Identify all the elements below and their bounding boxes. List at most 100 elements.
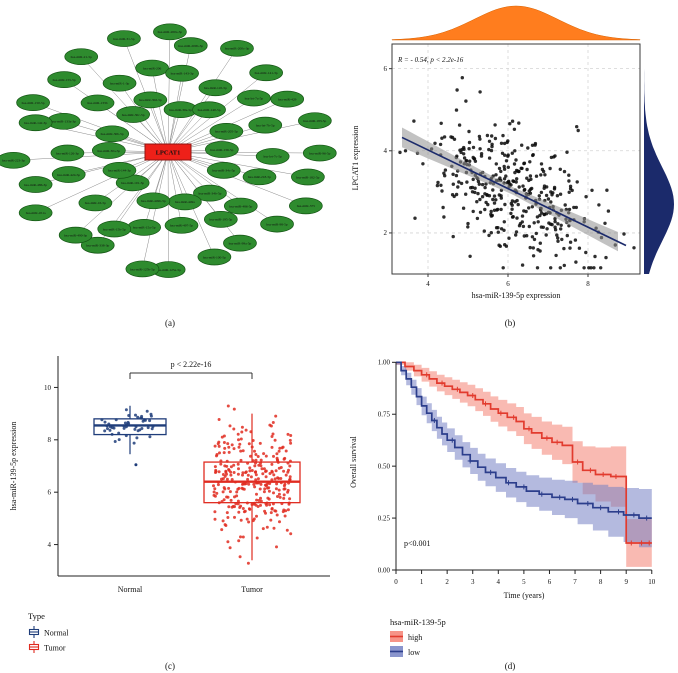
- jitter-point: [275, 452, 279, 456]
- jitter-point: [275, 545, 278, 549]
- jitter-point: [223, 446, 227, 450]
- scatter-point: [442, 171, 446, 175]
- mirna-node: [64, 48, 99, 66]
- mirna-node-label: hsa-miR-126-3p: [56, 151, 79, 155]
- jitter-point: [227, 445, 231, 449]
- jitter-point: [254, 453, 258, 456]
- mirna-node-label: hsa-miR-338-3p: [86, 244, 109, 248]
- jitter-point: [260, 467, 264, 471]
- scatter-point: [513, 149, 517, 153]
- scatter-point: [516, 202, 520, 207]
- scatter-point: [525, 167, 529, 172]
- jitter-point: [259, 461, 262, 465]
- jitter-point: [239, 504, 243, 508]
- scatter-point: [562, 263, 566, 268]
- jitter-point: [229, 470, 233, 474]
- scatter-point: [450, 193, 455, 197]
- jitter-point: [241, 487, 245, 491]
- jitter-point: [127, 414, 131, 417]
- jitter-point: [288, 464, 292, 468]
- y-tick-label: 4: [48, 541, 52, 549]
- scatter-point: [480, 195, 485, 199]
- jitter-point: [225, 511, 229, 515]
- scatter-point: [558, 167, 562, 171]
- scatter-point: [540, 211, 544, 215]
- mirna-node: [91, 142, 126, 159]
- jitter-point: [239, 449, 243, 453]
- scatter-point: [492, 201, 497, 205]
- scatter-point: [544, 193, 549, 198]
- boxplot-axes: 4 6 8 10: [44, 356, 330, 577]
- jitter-point: [243, 509, 247, 513]
- network-edge: [167, 151, 182, 226]
- scatter-point: [492, 194, 497, 198]
- scatter-point: [460, 76, 464, 80]
- scatter-point: [603, 221, 607, 225]
- scatter-stats-annotation: R = - 0.54, p < 2.2e-16: [397, 56, 464, 64]
- jitter-point: [237, 539, 241, 543]
- jitter-point: [225, 464, 229, 468]
- scatter-point: [530, 186, 534, 191]
- jitter-point: [288, 497, 292, 501]
- scatter-point: [513, 170, 517, 175]
- scatter-point: [554, 253, 558, 258]
- mirna-node-label: hsa-let-7b-5p: [256, 123, 275, 127]
- scatter-point: [622, 232, 626, 236]
- jitter-point: [261, 472, 265, 476]
- scatter-point: [539, 225, 544, 229]
- scatter-point: [510, 199, 515, 203]
- jitter-point: [277, 488, 281, 492]
- mirna-node: [97, 220, 132, 238]
- y-tick-label: 6: [48, 489, 52, 497]
- scatter-point: [451, 234, 455, 239]
- mirna-node-label: hsa-miR-139-5p: [210, 148, 233, 152]
- boxplot-category-normal: Normal: [118, 585, 143, 594]
- scatter-point: [476, 179, 481, 184]
- scatter-point: [469, 186, 473, 190]
- jitter-point: [234, 502, 238, 506]
- scatter-point: [466, 225, 470, 229]
- jitter-point: [275, 482, 279, 486]
- mirna-node: [242, 168, 277, 186]
- jitter-point: [217, 418, 221, 421]
- jitter-point: [239, 437, 243, 441]
- scatter-point: [510, 207, 514, 211]
- scatter-point: [506, 139, 510, 143]
- scatter-point: [468, 254, 472, 258]
- scatter-point: [525, 176, 529, 180]
- jitter-point: [227, 450, 231, 454]
- mirna-node: [80, 236, 115, 254]
- network-nodes: hsa-miR-139-5p hsa-miR-34c-5p hsa-miR-34b-…: [0, 23, 337, 278]
- network-edge: [35, 151, 169, 214]
- jitter-point: [259, 499, 263, 503]
- mirna-node: [270, 90, 305, 108]
- mirna-node-label: hsa-let-7c-5p: [263, 155, 282, 159]
- scatter-point: [471, 177, 475, 182]
- scatter-point: [470, 190, 475, 194]
- jitter-point: [142, 418, 146, 422]
- scatter-point: [558, 192, 563, 196]
- scatter-point: [517, 185, 521, 189]
- km-legend-title: hsa-miR-139-5p: [390, 617, 446, 627]
- jitter-point: [241, 507, 245, 510]
- mirna-node: [297, 112, 332, 130]
- scatter-point: [475, 200, 479, 204]
- jitter-point: [262, 467, 266, 471]
- scatter-point: [441, 205, 445, 210]
- y-tick-label: 4: [384, 147, 388, 155]
- network-edge: [75, 151, 169, 236]
- scatter-point: [502, 141, 507, 146]
- scatter-point: [466, 221, 470, 226]
- scatter-point: [553, 219, 557, 224]
- jitter-point: [283, 456, 287, 460]
- jitter-point: [246, 477, 250, 481]
- jitter-point: [281, 510, 285, 514]
- jitter-point: [264, 475, 268, 479]
- jitter-point: [226, 540, 230, 544]
- scatter-point: [574, 205, 578, 210]
- jitter-point: [273, 438, 277, 442]
- jitter-point: [249, 430, 253, 434]
- network-edge: [150, 99, 169, 153]
- mirna-node: [291, 168, 325, 186]
- jitter-point: [134, 413, 137, 417]
